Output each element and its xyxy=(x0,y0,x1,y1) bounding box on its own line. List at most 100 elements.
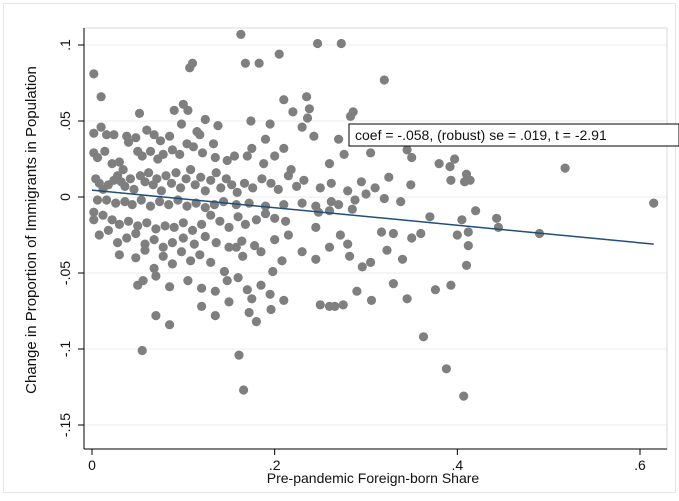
data-point xyxy=(197,219,207,229)
data-point xyxy=(324,159,335,169)
data-point xyxy=(254,58,264,68)
data-point xyxy=(256,280,266,290)
data-point xyxy=(406,180,416,190)
data-point xyxy=(283,171,293,181)
y-tick-label: .1 xyxy=(57,39,73,51)
data-point xyxy=(315,300,325,310)
data-point xyxy=(103,225,113,235)
data-point xyxy=(114,157,124,167)
data-point xyxy=(118,165,128,175)
data-point xyxy=(283,230,293,240)
data-point xyxy=(270,151,280,161)
data-point xyxy=(379,193,389,204)
data-point xyxy=(361,189,371,199)
data-point xyxy=(339,149,349,159)
data-point xyxy=(279,143,289,153)
data-point xyxy=(233,212,243,222)
data-point xyxy=(151,224,161,234)
data-point xyxy=(270,213,280,223)
data-point xyxy=(279,295,289,305)
data-point xyxy=(250,241,260,251)
data-point xyxy=(221,174,231,184)
data-point xyxy=(151,311,161,321)
data-point xyxy=(297,247,307,257)
annotation-frame xyxy=(348,123,679,147)
axes: .1 .05 0 -.05 -.1 -.15 0 .2 .4 .6 xyxy=(57,27,668,473)
data-point xyxy=(335,230,345,240)
data-point xyxy=(304,104,314,114)
data-point xyxy=(100,146,110,156)
data-point xyxy=(89,69,99,79)
data-point xyxy=(242,151,252,161)
data-point xyxy=(167,259,177,269)
data-point xyxy=(182,201,192,211)
data-point xyxy=(200,203,210,213)
data-point xyxy=(309,131,319,141)
data-point xyxy=(288,107,298,117)
data-point xyxy=(266,178,276,188)
data-point xyxy=(142,218,152,228)
data-point xyxy=(233,273,243,283)
data-point xyxy=(425,212,435,222)
data-point xyxy=(145,201,156,211)
data-point xyxy=(92,195,103,205)
data-point xyxy=(459,391,469,401)
data-point xyxy=(493,222,503,232)
data-point xyxy=(416,228,426,239)
data-point xyxy=(311,254,321,264)
data-point xyxy=(366,295,377,305)
data-point xyxy=(227,180,237,190)
data-point xyxy=(183,105,193,115)
data-point xyxy=(265,289,275,299)
data-point xyxy=(114,219,124,229)
data-point xyxy=(149,263,159,273)
data-point xyxy=(123,137,134,147)
data-point xyxy=(268,266,278,277)
data-point xyxy=(460,177,470,187)
data-point xyxy=(155,136,166,146)
data-point xyxy=(186,165,196,175)
data-point xyxy=(114,250,124,260)
data-point xyxy=(137,151,147,161)
x-tick-label: .4 xyxy=(451,457,463,473)
data-point xyxy=(388,228,398,239)
data-point xyxy=(239,178,250,188)
data-point xyxy=(165,282,175,292)
data-point xyxy=(237,236,247,246)
data-point xyxy=(210,152,220,163)
data-point xyxy=(259,159,269,169)
data-point xyxy=(195,250,205,260)
data-point xyxy=(211,168,221,178)
data-point xyxy=(452,230,462,240)
data-point xyxy=(240,58,250,68)
data-point xyxy=(188,142,198,152)
annotation-text: coef = -.058, (robust) se = .019, t = -2… xyxy=(355,127,607,143)
data-point xyxy=(366,148,376,158)
data-point xyxy=(206,257,216,267)
data-point xyxy=(457,215,467,225)
data-point xyxy=(256,247,266,257)
data-point xyxy=(183,276,193,286)
data-point xyxy=(231,242,241,252)
data-point xyxy=(265,119,275,129)
y-tick-label: 0 xyxy=(57,193,73,201)
y-tick-label: .05 xyxy=(57,111,73,131)
data-point xyxy=(176,119,187,129)
outer-frame xyxy=(3,3,676,493)
data-point xyxy=(187,58,198,68)
data-point xyxy=(167,238,177,248)
data-point xyxy=(208,139,219,149)
data-point xyxy=(123,216,134,226)
data-point xyxy=(224,222,234,232)
data-point xyxy=(302,113,313,123)
data-point xyxy=(560,163,570,173)
data-point xyxy=(232,187,242,197)
fit-line-group xyxy=(91,189,654,245)
data-point xyxy=(382,245,392,255)
data-point xyxy=(384,172,394,182)
data-point xyxy=(197,148,208,158)
data-point xyxy=(215,216,225,226)
data-point xyxy=(197,301,207,311)
